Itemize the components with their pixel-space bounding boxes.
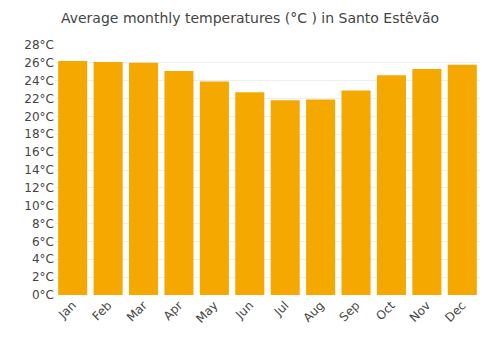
svg-text:Nov: Nov	[407, 298, 433, 324]
svg-text:10°C: 10°C	[24, 199, 54, 213]
svg-text:16°C: 16°C	[24, 145, 54, 159]
svg-text:Feb: Feb	[90, 298, 115, 323]
svg-text:12°C: 12°C	[24, 181, 54, 195]
svg-text:18°C: 18°C	[24, 127, 54, 141]
svg-text:0°C: 0°C	[32, 288, 54, 302]
svg-text:24°C: 24°C	[24, 74, 54, 88]
svg-text:Apr: Apr	[161, 298, 186, 323]
svg-text:14°C: 14°C	[24, 163, 54, 177]
svg-text:2°C: 2°C	[32, 270, 54, 284]
svg-text:Jan: Jan	[55, 298, 79, 322]
svg-text:Dec: Dec	[442, 298, 468, 324]
svg-text:Aug: Aug	[301, 298, 327, 324]
svg-text:Jun: Jun	[232, 298, 256, 322]
svg-text:4°C: 4°C	[32, 252, 54, 266]
svg-text:Oct: Oct	[373, 298, 398, 323]
svg-text:20°C: 20°C	[24, 110, 54, 124]
svg-text:28°C: 28°C	[24, 38, 54, 52]
svg-text:6°C: 6°C	[32, 235, 54, 249]
svg-text:Jul: Jul	[271, 298, 292, 319]
svg-text:May: May	[193, 298, 220, 325]
svg-text:8°C: 8°C	[32, 217, 54, 231]
svg-text:22°C: 22°C	[24, 92, 54, 106]
svg-text:Mar: Mar	[124, 298, 150, 324]
svg-text:Sep: Sep	[337, 298, 363, 324]
svg-text:26°C: 26°C	[24, 56, 54, 70]
svg-text:Average monthly temperatures (: Average monthly temperatures (°C ) in Sa…	[61, 10, 439, 26]
